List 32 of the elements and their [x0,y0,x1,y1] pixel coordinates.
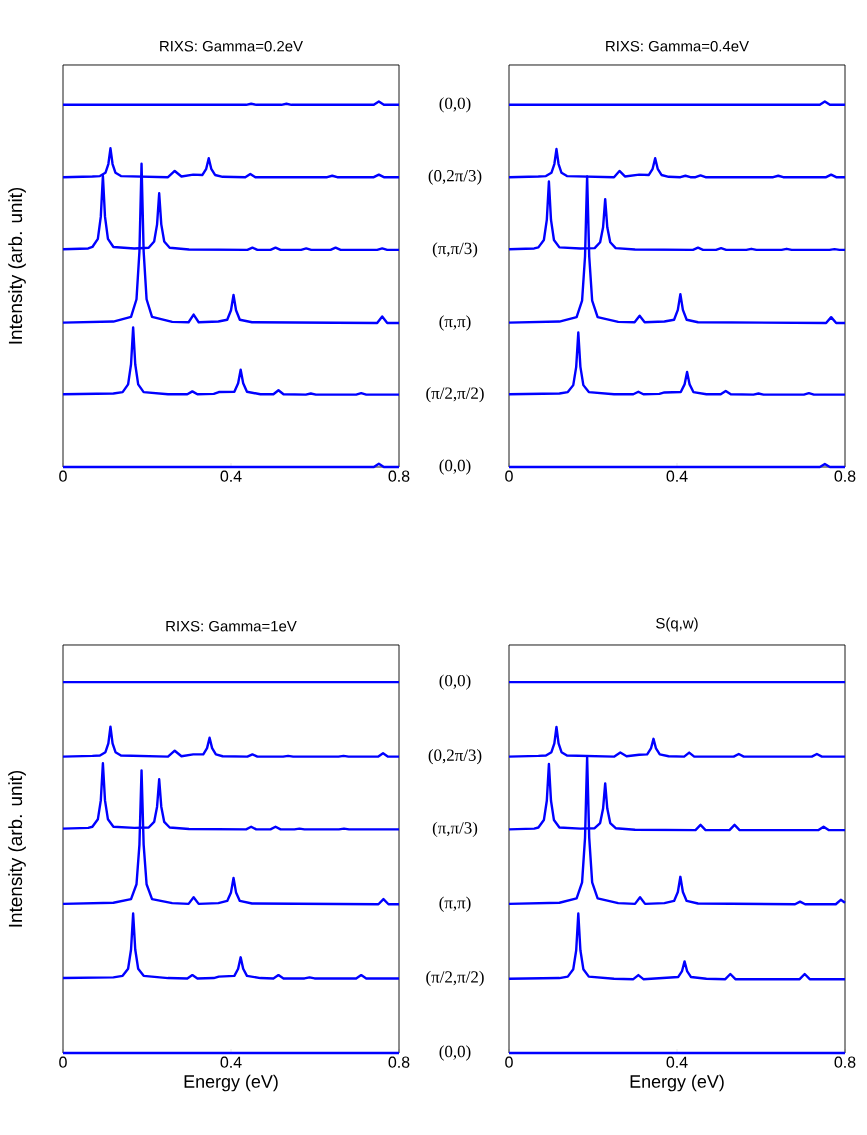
x-tick-label: 0.8 [834,470,856,482]
x-tick-label: 0.8 [388,1056,410,1068]
y-axis-title: Intensity (arb. unit) [8,187,26,344]
text: (0,0) [439,674,471,690]
series-label: (π,π/3) [432,821,478,838]
x-tick-label: 0.4 [666,1056,688,1068]
x-tick-label: 0 [505,1056,513,1068]
series-label: (0,2π/3) [428,169,482,185]
x-tick-label: 0.4 [220,470,242,482]
text: (0,0) [439,1045,471,1061]
series-label: (π/2,π/2) [426,970,484,987]
chart-title: RIXS: Gamma=0.4eV [606,40,749,52]
x-tick-label: 0.4 [220,1056,242,1068]
x-tick-label: 0 [59,1056,67,1068]
chart-title: RIXS: Gamma=0.2eV [160,40,303,52]
chart-title: RIXS: Gamma=1eV [166,620,297,632]
text: (0,0) [439,97,471,113]
x-axis-title: Energy (eV) [630,1074,724,1092]
chart-title: S(q,w) [656,617,698,632]
x-tick-label: 0.8 [834,1056,856,1068]
series-label: (0,2π/3) [428,748,482,765]
x-tick-label: 0 [505,470,513,482]
series-label: (π,π/3) [432,242,478,258]
x-tick-label: 0.8 [388,470,410,482]
text: (π,π) [439,896,471,912]
text: (0,0) [439,459,471,475]
series-label: (π/2,π/2) [426,386,484,403]
x-tick-label: 0.4 [666,470,688,482]
text: (π,π) [439,315,471,331]
y-axis-title: Intensity (arb. unit) [8,770,26,927]
x-axis-title: Energy (eV) [184,1074,278,1092]
x-tick-label: 0 [59,470,67,482]
